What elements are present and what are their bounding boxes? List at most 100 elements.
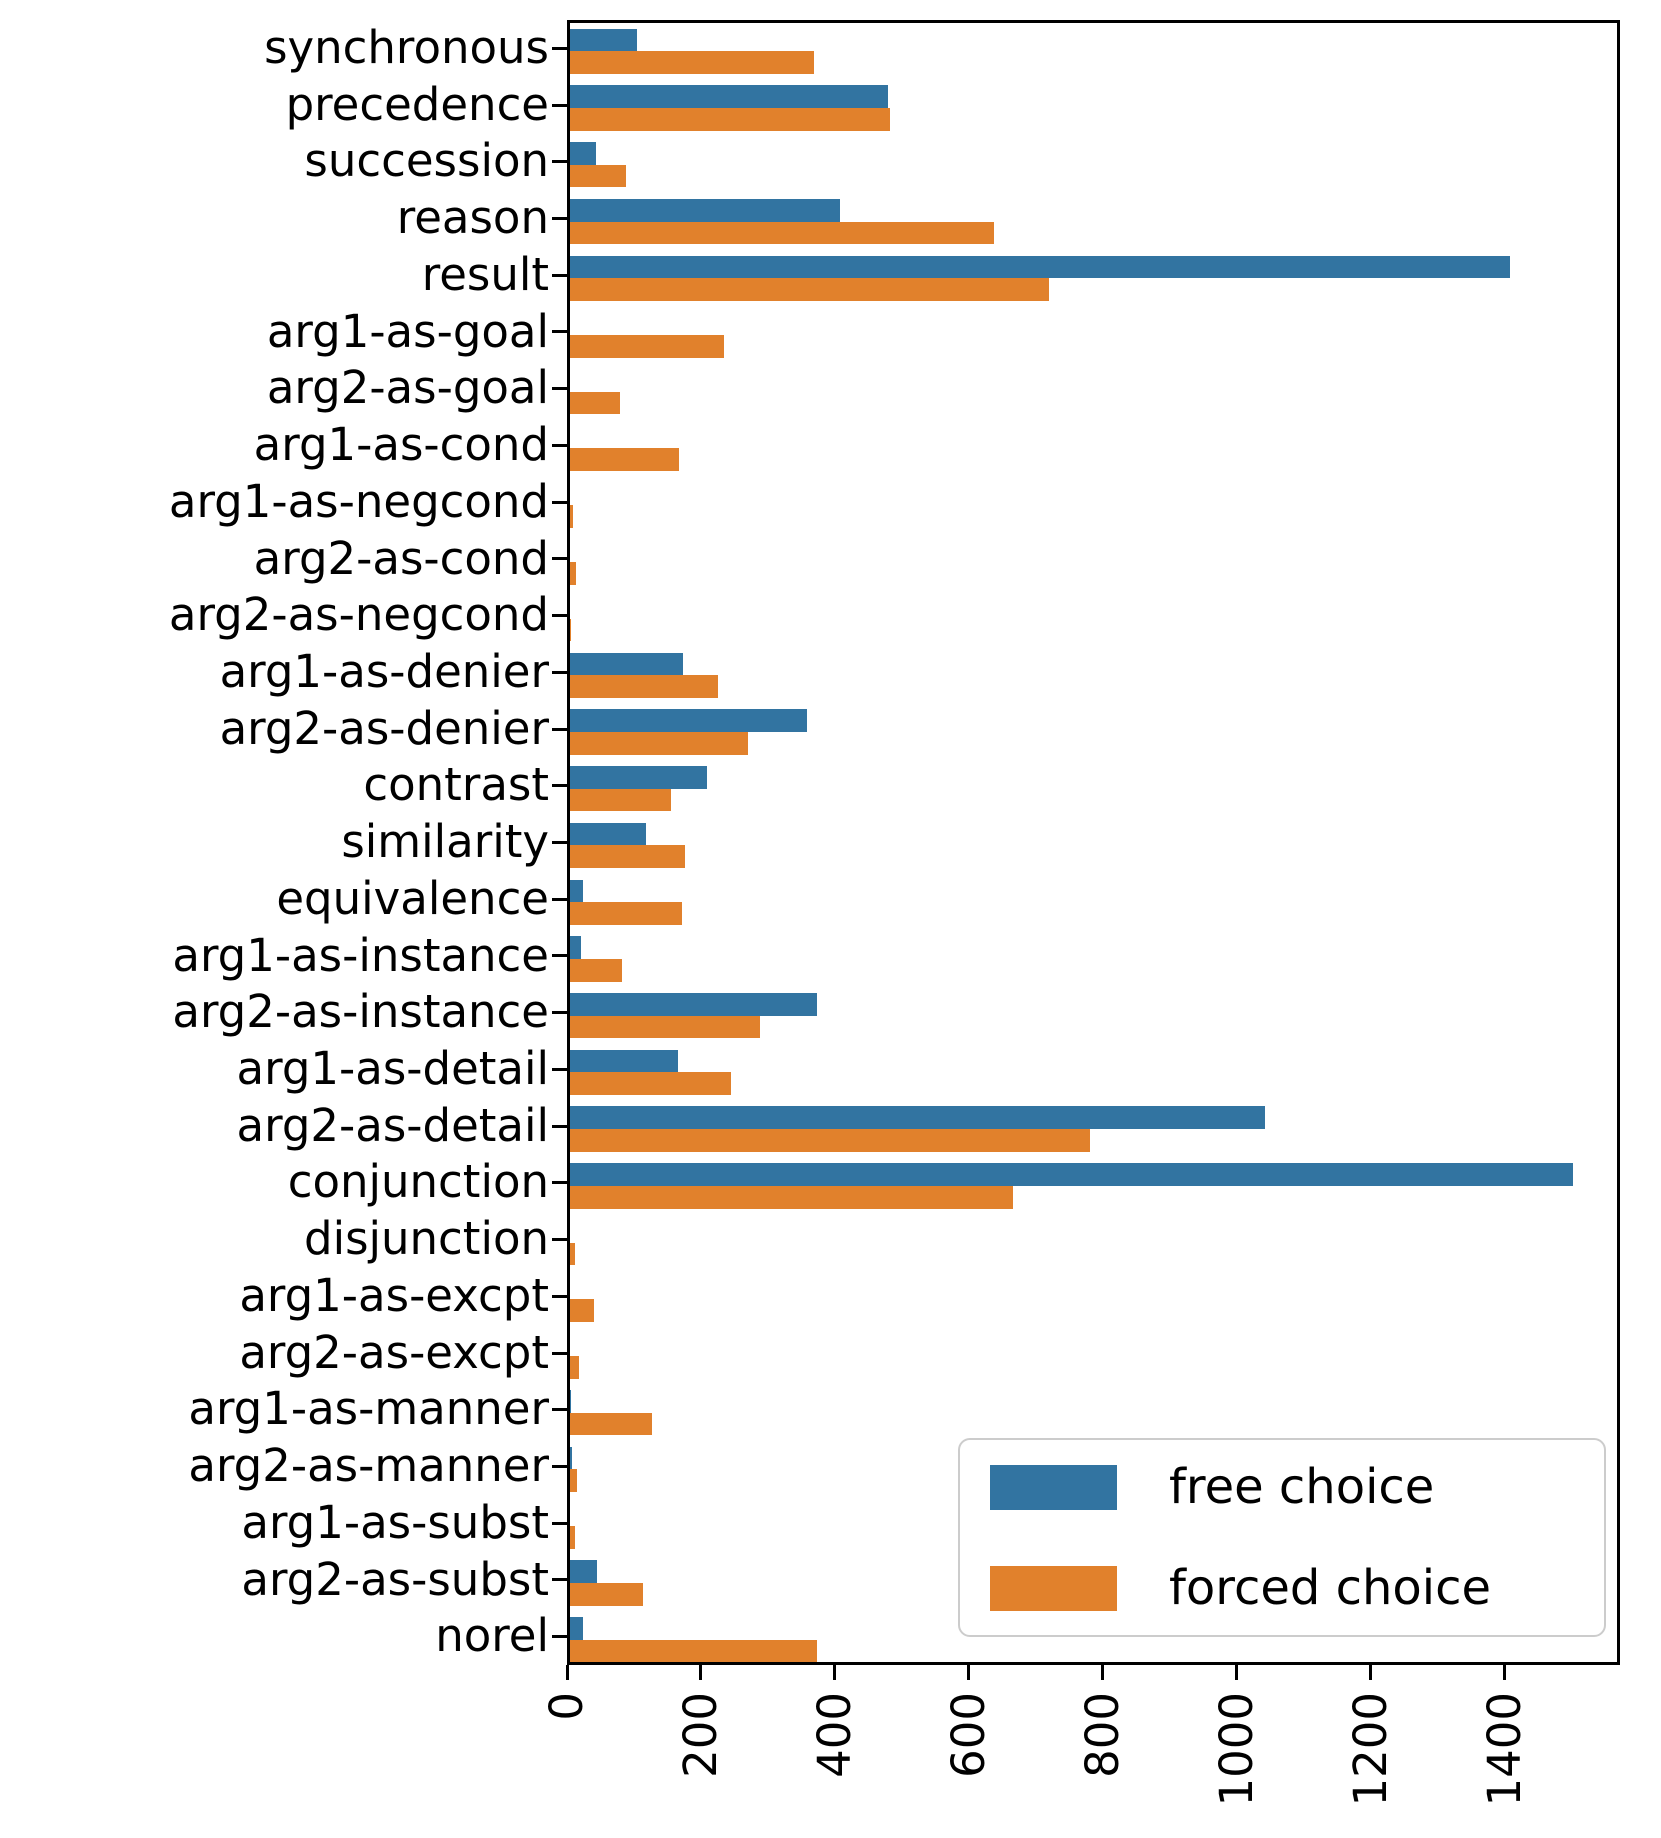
bar-row-arg2-as-excpt <box>570 1328 1617 1385</box>
forced-choice-bar-arg1-as-detail <box>570 1072 731 1096</box>
y-tick-arg1-as-goal <box>552 330 567 334</box>
free-choice-bar-synchronous <box>570 28 637 52</box>
forced-choice-bar-norel <box>570 1639 817 1663</box>
y-tick-label-equivalence: equivalence <box>276 871 549 925</box>
forced-choice-bar-arg2-as-denier <box>570 732 749 755</box>
bar-row-arg2-as-manner <box>570 1441 1617 1498</box>
forced-choice-bar-arg1-as-instance <box>570 958 623 982</box>
y-tick-label-arg1-as-excpt: arg1-as-excpt <box>239 1268 549 1322</box>
x-tick-label-0: 0 <box>540 1692 593 1721</box>
forced-choice-bar-precedence <box>570 108 891 131</box>
bar-row-arg2-as-instance <box>570 987 1617 1044</box>
y-tick-arg1-as-denier <box>552 670 567 674</box>
y-tick-arg2-as-goal <box>552 387 567 391</box>
forced-choice-bar-arg2-as-manner <box>570 1469 577 1493</box>
y-tick-label-arg2-as-cond: arg2-as-cond <box>253 531 549 585</box>
bar-row-arg2-as-detail <box>570 1101 1617 1158</box>
bar-row-synchronous <box>570 23 1617 80</box>
free-choice-bar-equivalence <box>570 879 583 903</box>
bar-row-arg2-as-subst <box>570 1555 1617 1612</box>
x-tick-label-800: 800 <box>1075 1692 1129 1778</box>
y-tick-label-arg2-as-denier: arg2-as-denier <box>219 701 549 755</box>
free-choice-bar-contrast <box>570 766 707 789</box>
x-tick-1200 <box>1369 1665 1373 1680</box>
y-tick-label-disjunction: disjunction <box>304 1212 549 1266</box>
y-tick-label-arg2-as-instance: arg2-as-instance <box>172 985 549 1039</box>
y-tick-arg1-as-negcond <box>552 500 567 504</box>
forced-choice-bar-arg2-as-goal <box>570 391 620 415</box>
x-tick-200 <box>699 1665 703 1680</box>
y-tick-label-arg1-as-negcond: arg1-as-negcond <box>168 474 549 528</box>
bar-row-succession <box>570 136 1617 193</box>
forced-choice-bar-arg1-as-cond <box>570 448 680 472</box>
y-tick-label-arg2-as-detail: arg2-as-detail <box>236 1098 549 1152</box>
x-tick-1400 <box>1503 1665 1507 1680</box>
x-tick-label-600: 600 <box>941 1692 995 1778</box>
y-tick-label-arg1-as-subst: arg1-as-subst <box>241 1495 549 1549</box>
free-choice-bar-result <box>570 255 1510 279</box>
legend-entry-free-choice: free choice <box>990 1459 1604 1515</box>
bar-row-result <box>570 250 1617 307</box>
forced-choice-bar-succession <box>570 164 627 188</box>
x-tick-600 <box>967 1665 971 1680</box>
bar-row-arg1-as-detail <box>570 1044 1617 1101</box>
forced-choice-swatch <box>990 1565 1117 1611</box>
free-choice-swatch <box>990 1464 1117 1510</box>
bar-row-similarity <box>570 817 1617 874</box>
free-choice-bar-arg1-as-instance <box>570 936 582 959</box>
forced-choice-bar-arg1-as-manner <box>570 1412 652 1436</box>
y-tick-arg2-as-detail <box>552 1124 567 1128</box>
free-choice-bar-arg2-as-manner <box>570 1446 572 1470</box>
free-choice-bar-precedence <box>570 85 889 109</box>
x-tick-400 <box>833 1665 837 1680</box>
forced-choice-bar-reason <box>570 221 994 245</box>
y-tick-label-succession: succession <box>304 134 549 188</box>
forced-choice-bar-equivalence <box>570 902 682 925</box>
bar-row-arg1-as-negcond <box>570 477 1617 534</box>
free-choice-bar-arg2-as-denier <box>570 709 808 733</box>
bar-row-arg2-as-cond <box>570 534 1617 591</box>
plot-area <box>567 20 1620 1665</box>
forced-choice-bar-arg2-as-subst <box>570 1582 643 1606</box>
y-tick-arg1-as-manner <box>552 1408 567 1412</box>
bar-row-equivalence <box>570 874 1617 931</box>
y-tick-label-arg1-as-goal: arg1-as-goal <box>266 304 549 358</box>
x-tick-0 <box>565 1665 569 1680</box>
bar-row-norel <box>570 1611 1617 1668</box>
y-tick-norel <box>552 1635 567 1639</box>
y-tick-synchronous <box>552 46 567 50</box>
forced-choice-bar-result <box>570 278 1049 301</box>
x-tick-label-1200: 1200 <box>1343 1692 1397 1807</box>
forced-choice-bar-similarity <box>570 845 685 869</box>
y-tick-label-reason: reason <box>396 191 549 245</box>
free-choice-bar-arg2-as-detail <box>570 1106 1266 1130</box>
y-tick-label-similarity: similarity <box>341 815 549 869</box>
bar-row-arg1-as-manner <box>570 1384 1617 1441</box>
forced-choice-bar-arg1-as-goal <box>570 334 725 358</box>
bar-row-arg2-as-denier <box>570 704 1617 761</box>
y-tick-equivalence <box>552 897 567 901</box>
forced-choice-bar-contrast <box>570 788 672 812</box>
y-tick-arg2-as-cond <box>552 557 567 561</box>
x-tick-1000 <box>1235 1665 1239 1680</box>
bar-row-contrast <box>570 760 1617 817</box>
bar-row-arg1-as-goal <box>570 307 1617 364</box>
y-tick-label-arg1-as-manner: arg1-as-manner <box>188 1382 549 1436</box>
forced-choice-bar-arg1-as-denier <box>570 675 719 698</box>
forced-choice-bar-synchronous <box>570 51 815 75</box>
x-tick-label-1000: 1000 <box>1209 1692 1263 1807</box>
forced-choice-bar-arg1-as-negcond <box>570 505 574 528</box>
free-choice-bar-arg1-as-denier <box>570 652 683 676</box>
y-tick-arg2-as-excpt <box>552 1351 567 1355</box>
free-choice-bar-reason <box>570 198 840 222</box>
bar-row-arg1-as-excpt <box>570 1271 1617 1328</box>
y-tick-arg1-as-detail <box>552 1067 567 1071</box>
y-tick-label-synchronous: synchronous <box>264 21 549 74</box>
forced-choice-bar-arg2-as-detail <box>570 1129 1091 1152</box>
x-tick-label-200: 200 <box>673 1692 727 1778</box>
y-tick-arg2-as-instance <box>552 1011 567 1015</box>
y-tick-label-arg2-as-subst: arg2-as-subst <box>241 1552 549 1606</box>
bar-row-precedence <box>570 80 1617 137</box>
y-tick-label-arg1-as-denier: arg1-as-denier <box>219 644 549 698</box>
